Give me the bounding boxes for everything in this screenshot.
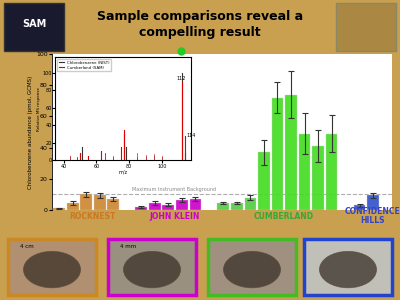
Text: CUMBERLAND: CUMBERLAND xyxy=(253,212,313,220)
Text: 4 cm: 4 cm xyxy=(20,244,34,249)
Bar xyxy=(208,239,296,295)
Bar xyxy=(231,203,243,210)
Bar xyxy=(304,239,392,295)
Bar xyxy=(299,134,310,210)
Bar xyxy=(53,208,65,210)
Bar xyxy=(218,203,229,210)
Bar xyxy=(367,195,379,210)
Text: SAM: SAM xyxy=(22,19,46,29)
Text: Maximum Instrument Background: Maximum Instrument Background xyxy=(132,187,216,192)
Bar xyxy=(8,239,96,295)
FancyBboxPatch shape xyxy=(4,3,64,51)
FancyBboxPatch shape xyxy=(336,3,396,51)
Bar xyxy=(190,199,201,210)
Text: ROCKNEST: ROCKNEST xyxy=(69,212,115,220)
Bar xyxy=(285,94,297,210)
Bar xyxy=(67,203,79,210)
Ellipse shape xyxy=(23,251,80,288)
Bar xyxy=(258,152,270,210)
Text: Sample comparisons reveal a
compelling result: Sample comparisons reveal a compelling r… xyxy=(97,10,303,39)
Bar xyxy=(94,195,106,210)
Text: 4 mm: 4 mm xyxy=(120,244,136,249)
Ellipse shape xyxy=(123,251,181,288)
Bar xyxy=(108,199,119,210)
Text: CONFIDENCE
HILLS: CONFIDENCE HILLS xyxy=(344,207,400,225)
Text: JOHN KLEIN: JOHN KLEIN xyxy=(149,212,199,220)
Bar xyxy=(80,194,92,210)
Bar xyxy=(162,205,174,210)
Y-axis label: Chlorobenzene abundance (pmol, GCMS): Chlorobenzene abundance (pmol, GCMS) xyxy=(28,75,34,189)
Bar xyxy=(108,239,196,295)
Bar xyxy=(244,197,256,210)
Bar xyxy=(149,203,161,210)
Ellipse shape xyxy=(223,251,281,288)
Bar xyxy=(176,200,188,210)
Bar xyxy=(312,146,324,210)
Bar xyxy=(354,205,365,210)
Bar xyxy=(326,134,338,210)
Bar xyxy=(136,207,147,210)
Bar xyxy=(272,98,283,210)
Ellipse shape xyxy=(319,251,377,288)
